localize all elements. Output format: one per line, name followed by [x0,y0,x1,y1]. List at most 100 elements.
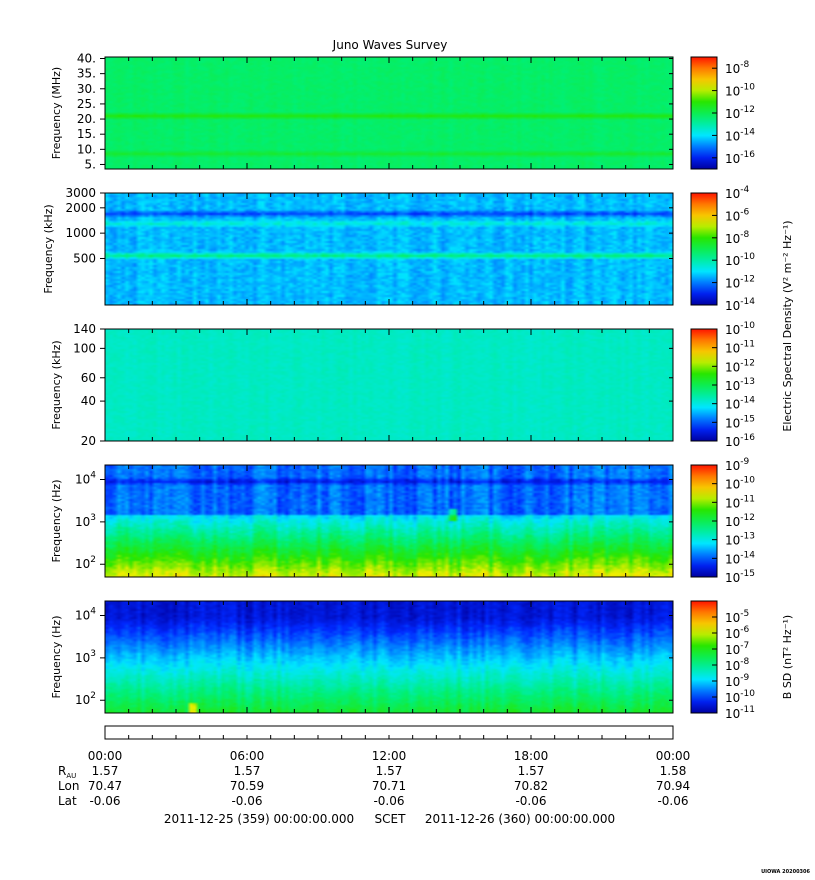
colorbar-tick-label: 10-12 [725,513,755,529]
colorbar-tick-label: 10-10 [725,689,755,705]
y-tick-label: 20. [77,112,96,126]
ephemeris-label-text: R [58,764,66,778]
y-tick-label: 40. [77,52,96,66]
colorbar-tick-label: 10-16 [725,150,755,166]
colorbar-tick-label: 10-8 [725,60,750,76]
colorbar-tick-label: 10-9 [725,457,750,473]
footer-stamp: UIOWA 20200306 [761,869,810,875]
y-axis-label: Frequency (kHz) [42,204,55,293]
time-strip-ticks [128,735,650,739]
electric-colorbar-label: Electric Spectral Density (V² m⁻² Hz⁻¹) [781,220,794,431]
ephemeris-value: -0.06 [373,794,404,808]
colorbar-tick-label: 10-10 [725,476,755,492]
ephemeris-value: 1.58 [660,764,687,778]
ephemeris-value: 1.57 [92,764,119,778]
ephemeris-value: -0.06 [231,794,262,808]
ephemeris-value: -0.06 [89,794,120,808]
time-tick-label: 00:00 [656,749,691,763]
footer-start-time: 2011-12-25 (359) 00:00:00.000 [164,812,354,826]
ephemeris-value: 70.94 [656,779,690,793]
y-tick-label: 140 [73,322,96,336]
ephemeris-table: 00:00 06:00 12:00 18:00 00:00 RAU 1.57 1.57 1.57… [58,749,690,808]
colorbar-tick-label: 10-16 [725,433,755,449]
magnetic-colorbar-label: B SD (nT² Hz⁻¹) [781,615,794,699]
band-hz-electric-spectrogram [105,465,673,577]
colorbar-tick-label: 10-6 [725,625,750,641]
colorbar-tick-label: 10-10 [725,252,755,268]
y-axis-label: Frequency (MHz) [50,67,63,159]
y-tick-label: 25. [77,97,96,111]
y-tick-label: 100 [73,341,96,355]
colorbar-tick-label: 10-14 [725,550,755,566]
footer-scet-label: SCET [375,812,407,826]
colorbar-tick-label: 10-8 [725,230,750,246]
y-tick-label: 500 [73,251,96,265]
time-tick-label: 12:00 [372,749,407,763]
y-tick-label: 15. [77,127,96,141]
ephemeris-value: 70.47 [88,779,122,793]
colorbar-tick-label: 10-14 [725,297,755,313]
colorbar-tick-label: 10-11 [725,705,755,721]
colorbar-tick-label: 10-4 [725,185,750,201]
ephemeris-label-sub: AU [66,772,76,780]
colorbar-tick-label: 10-14 [725,127,755,143]
colorbar-tick-label: 10-13 [725,377,755,393]
ephemeris-row-label: Lat [58,794,77,808]
y-tick-label: 103 [75,513,96,529]
figure-title: Juno Waves Survey [332,38,448,52]
band-hz-magnetic-panel: 104 103 102 Frequency (Hz) 10-510-610-710-8 1… [50,600,755,721]
colorbar-tick-label: 10-11 [725,340,755,356]
y-tick-label: 60 [81,371,96,385]
colorbar-tick-label: 10-7 [725,641,749,657]
band-khz-high-colorbar [690,192,718,306]
colorbar-tick-label: 10-15 [725,414,755,430]
y-tick-label: 20 [81,434,96,448]
band-hz-magnetic-colorbar [690,600,718,714]
y-tick-label: 5. [85,157,96,171]
colorbar-tick-label: 10-12 [725,105,755,121]
band-khz-high-spectrogram [105,193,673,305]
time-tick-label: 00:00 [88,749,123,763]
ephemeris-value: 70.59 [230,779,264,793]
y-tick-label: 3000 [65,186,96,200]
y-tick-label: 35. [77,67,96,81]
y-tick-label: 2000 [65,201,96,215]
colorbar-tick-label: 10-13 [725,532,755,548]
colorbar-tick-label: 10-11 [725,494,755,510]
ephemeris-row-label: Lon [58,779,79,793]
ephemeris-row-label: RAU [58,764,76,780]
footer-end-time: 2011-12-26 (360) 00:00:00.000 [425,812,615,826]
y-tick-label: 1000 [65,226,96,240]
ephemeris-value: 70.71 [372,779,406,793]
colorbar-tick-label: 10-15 [725,569,755,585]
band-khz-low-spectrogram [105,329,673,441]
ephemeris-label-text: Lon [58,779,79,793]
ephemeris-value: 1.57 [234,764,261,778]
ephemeris-label-text: Lat [58,794,77,808]
ephemeris-value: 1.57 [518,764,545,778]
y-axis-label: Frequency (Hz) [50,616,63,699]
ephemeris-value: 1.57 [376,764,403,778]
colorbar-tick-label: 10-8 [725,657,750,673]
y-axis-label: Frequency (kHz) [50,340,63,429]
band-hz-magnetic-spectrogram [105,601,673,713]
colorbar-tick-label: 10-12 [725,275,755,291]
band-mhz-spectrogram [105,57,673,169]
y-tick-label: 30. [77,82,96,96]
y-tick-label: 104 [75,607,96,623]
y-axis-label: Frequency (Hz) [50,480,63,563]
y-tick-label: 102 [75,691,96,707]
band-khz-low-panel: 140 100 60 40 20 Frequency (kHz) 10-10 10-11 10-… [50,321,755,449]
colorbar-tick-label: 10-5 [725,609,749,625]
time-tick-label: 06:00 [230,749,265,763]
colorbar-tick-label: 10-10 [725,83,755,99]
y-tick-label: 103 [75,649,96,665]
y-tick-label: 40 [81,394,96,408]
band-mhz-panel: 40.35.30.25.20.15.10.5. Frequency (MHz) 10… [50,52,755,172]
y-tick-label: 104 [75,471,96,487]
colorbar-tick-label: 10-6 [725,207,750,223]
colorbar-tick-label: 10-10 [725,321,755,337]
spectrogram-panels: 40.35.30.25.20.15.10.5. Frequency (MHz) 10… [42,52,755,721]
ephemeris-value: -0.06 [515,794,546,808]
